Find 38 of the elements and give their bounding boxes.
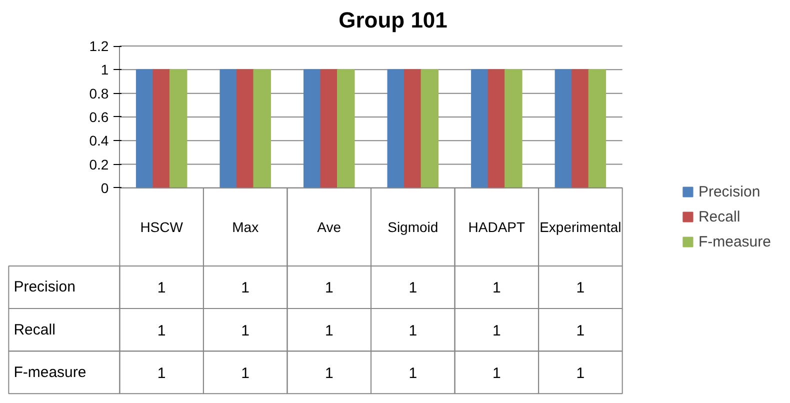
data-label: 1 — [324, 280, 334, 297]
y-tick-label: 0.2 — [89, 156, 109, 172]
legend-label: F-measure — [698, 233, 771, 250]
data-label: 1 — [157, 364, 166, 382]
x-tick-label: Ave — [317, 218, 342, 235]
data-label: 1 — [576, 280, 585, 297]
x-tick-label: Experimental — [540, 218, 622, 235]
text: F-measure — [14, 364, 86, 381]
y-tick-label: 0.8 — [89, 85, 109, 102]
data-label: 1 — [157, 280, 166, 297]
data-label: 1 — [408, 280, 418, 297]
x-tick-label: HSCW — [140, 218, 184, 235]
data-label: 1 — [241, 322, 250, 340]
data-label: 1 — [324, 322, 334, 340]
chart-title: Group 101 — [338, 8, 448, 32]
y-tick-label: 0 — [100, 180, 109, 196]
x-tick-label: Max — [232, 218, 259, 235]
y-tick-label: 1.2 — [89, 38, 109, 54]
y-tick-label: 1 — [100, 62, 109, 78]
x-tick-label: Sigmoid — [388, 218, 438, 235]
y-tick-label: 0.6 — [89, 108, 109, 125]
text: Recall — [14, 321, 56, 338]
data-label: 1 — [241, 280, 250, 297]
data-label: 1 — [576, 322, 585, 340]
data-label: 1 — [492, 322, 501, 340]
legend-label: Recall — [698, 208, 740, 225]
data-label: 1 — [492, 364, 501, 382]
x-tick-label: HADAPT — [468, 218, 526, 235]
legend-label: Precision — [698, 183, 760, 200]
text: Precision — [14, 278, 76, 296]
data-label: 1 — [576, 364, 585, 382]
data-label: 1 — [408, 364, 418, 382]
data-label: 1 — [324, 364, 334, 382]
data-label: 1 — [408, 322, 418, 340]
y-tick-label: 0.4 — [89, 132, 109, 149]
data-label: 1 — [241, 364, 250, 382]
data-label: 1 — [157, 322, 166, 340]
data-label: 1 — [492, 280, 501, 297]
